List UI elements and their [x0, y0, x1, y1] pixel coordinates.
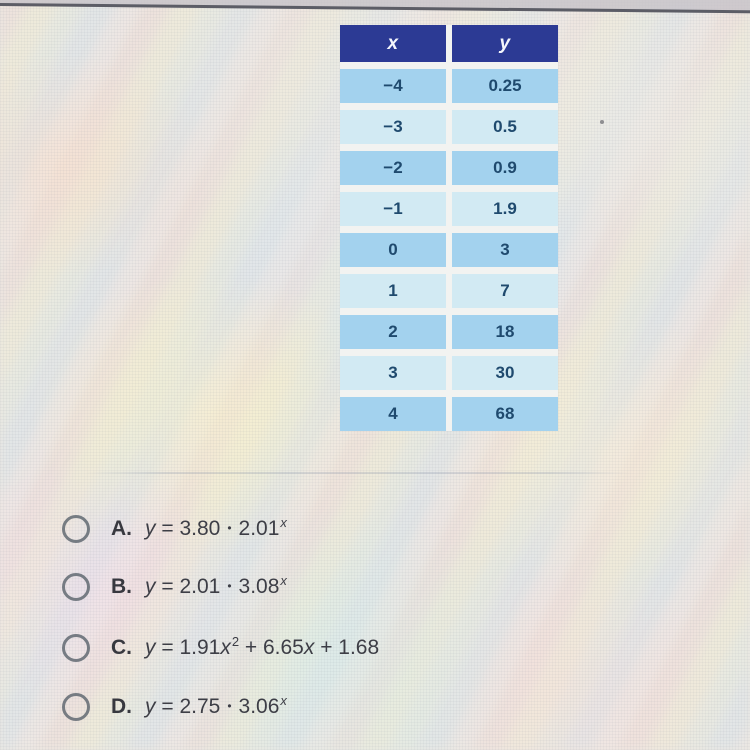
- option-row-c[interactable]: C. y = 1.91x2 + 6.65x + 1.68: [62, 627, 379, 669]
- table-cell: 0.9: [452, 151, 558, 185]
- table-cell: 18: [452, 315, 558, 349]
- option-letter-b: B.: [111, 575, 132, 598]
- table-cell: −2: [340, 151, 446, 185]
- table-cell: 0: [340, 233, 446, 267]
- table-cell: 68: [452, 397, 558, 431]
- table-cell: 30: [452, 356, 558, 390]
- radio-button-d[interactable]: [62, 693, 90, 721]
- dust-speck: [600, 120, 604, 124]
- table-cell: 3: [340, 356, 446, 390]
- table-cell: −1: [340, 192, 446, 226]
- table-cell: −4: [340, 69, 446, 103]
- table-cell: 0.5: [452, 110, 558, 144]
- table-cell: 1: [340, 274, 446, 308]
- option-row-b[interactable]: B. y = 2.01 • 3.08x: [62, 566, 287, 608]
- radio-button-a[interactable]: [62, 515, 90, 543]
- option-row-d[interactable]: D. y = 2.75 • 3.06x: [62, 686, 287, 728]
- table-header-y: y: [452, 25, 558, 62]
- option-letter-a: A.: [111, 517, 132, 540]
- option-letter-d: D.: [111, 695, 132, 718]
- radio-button-c[interactable]: [62, 634, 90, 662]
- table-cell: 7: [452, 274, 558, 308]
- table-cell: −3: [340, 110, 446, 144]
- photo-top-edge-line: [0, 0, 750, 14]
- option-equation-c: y = 1.91x2 + 6.65x + 1.68: [145, 634, 380, 659]
- table-cell: 0.25: [452, 69, 558, 103]
- table-cell: 3: [452, 233, 558, 267]
- table-cell: 4: [340, 397, 446, 431]
- section-divider: [85, 472, 630, 474]
- option-equation-d: y = 2.75 • 3.06x: [145, 693, 287, 718]
- option-equation-b: y = 2.01 • 3.08x: [145, 573, 287, 598]
- table-cell: 2: [340, 315, 446, 349]
- radio-button-b[interactable]: [62, 573, 90, 601]
- table-header-x: x: [340, 25, 446, 62]
- option-letter-c: C.: [111, 636, 132, 659]
- option-row-a[interactable]: A. y = 3.80 • 2.01x: [62, 508, 287, 550]
- option-equation-a: y = 3.80 • 2.01x: [145, 515, 287, 540]
- data-table: x y −4 0.25 −3 0.5 −2 0.9 −1 1.9 0 3 1 7 2 18 3 30 4 68: [340, 25, 558, 431]
- table-cell: 1.9: [452, 192, 558, 226]
